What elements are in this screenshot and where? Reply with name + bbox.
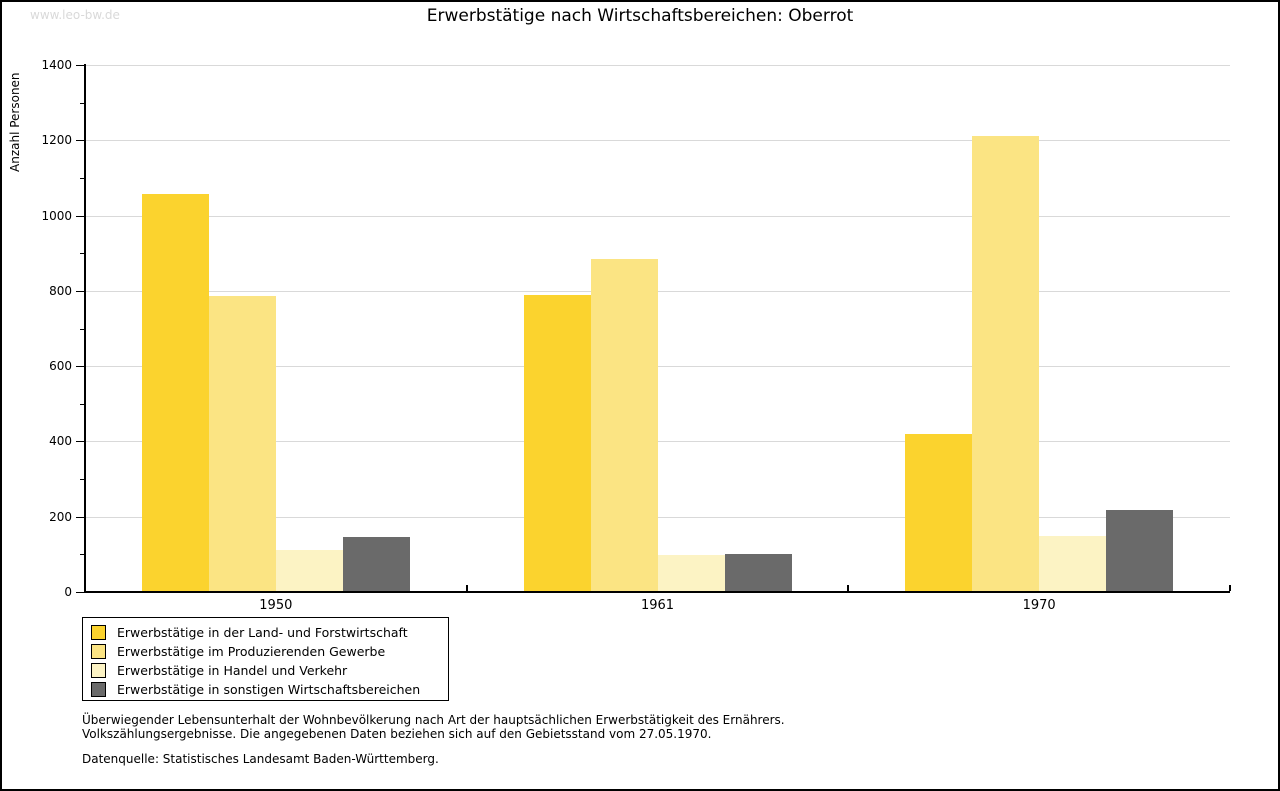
y-tick-label-0: 0: [64, 585, 72, 599]
y-tick-label-1200: 1200: [41, 133, 72, 148]
y-tick-800: [76, 290, 84, 292]
bar-1961-series2: [590, 258, 658, 592]
x-tick-label-1961: 1961: [640, 598, 675, 613]
y-tick-500: [80, 403, 84, 405]
bar-1970-series4: [1106, 510, 1174, 592]
y-tick-300: [80, 479, 84, 481]
y-tick-label-600: 600: [49, 359, 72, 374]
y-tick-200: [76, 516, 84, 518]
legend-row-2: Erwerbstätige im Produzierenden Gewerbe: [91, 642, 448, 661]
bar-1970-series3: [1039, 535, 1107, 592]
footnote-line-1: Überwiegender Lebensunterhalt der Wohnbe…: [82, 713, 785, 727]
gridline-800: [85, 290, 1230, 292]
gridline-1400: [85, 65, 1230, 66]
bar-1961-series4: [724, 553, 792, 592]
y-tick-1100: [80, 177, 84, 179]
y-tick-label-1400: 1400: [41, 58, 72, 72]
legend-label: Erwerbstätige in sonstigen Wirtschaftsbe…: [117, 682, 421, 697]
y-tick-label-400: 400: [49, 434, 72, 449]
legend-swatch-icon: [91, 644, 106, 659]
y-tick-1200: [76, 140, 84, 142]
y-axis: [84, 64, 86, 593]
y-tick-label-800: 800: [49, 283, 72, 298]
x-tick-label-1970: 1970: [1022, 598, 1056, 613]
gridline-1000: [85, 215, 1230, 217]
gridline-600: [85, 366, 1230, 368]
bar-1950-series1: [141, 193, 209, 592]
legend-row-1: Erwerbstätige in der Land- und Forstwirt…: [91, 623, 448, 642]
gridline-1200: [85, 140, 1230, 142]
y-tick-600: [76, 366, 84, 368]
x-tick-label-1950: 1950: [259, 598, 293, 613]
bar-1950-series4: [342, 537, 410, 592]
chart-title: Erwerbstätige nach Wirtschaftsbereichen:…: [426, 6, 854, 26]
leo-bw-watermark: www.leo-bw.de: [30, 8, 120, 22]
y-tick-label-1000: 1000: [41, 208, 72, 223]
legend-swatch-icon: [91, 663, 106, 678]
x-boundary-tick-2: [847, 585, 850, 591]
legend-box: Erwerbstätige in der Land- und Forstwirt…: [82, 617, 449, 701]
y-tick-100: [80, 554, 84, 556]
x-boundary-tick-3: [1229, 585, 1231, 591]
y-tick-label-200: 200: [49, 509, 72, 524]
y-tick-900: [80, 253, 84, 255]
x-axis: [84, 591, 1230, 593]
plot-area: 1950 1961 1970 0 200 400 600 800 1000 1200 1400: [41, 59, 1231, 613]
footnote-text: Überwiegender Lebensunterhalt der Wohnbe…: [82, 713, 785, 741]
bar-1961-series1: [523, 295, 591, 592]
y-tick-1300: [80, 102, 84, 104]
bar-1961-series3: [657, 555, 725, 592]
legend-swatch-icon: [91, 682, 106, 697]
x-boundary-tick-1: [465, 585, 468, 591]
y-tick-700: [80, 328, 84, 330]
bar-1950-series2: [208, 295, 276, 592]
bar-1970-series2: [972, 135, 1040, 592]
gridline-400: [85, 441, 1230, 443]
legend-swatch-icon: [91, 625, 106, 640]
y-tick-0: [76, 592, 84, 593]
y-tick-1400: [76, 65, 84, 66]
legend-label: Erwerbstätige in der Land- und Forstwirt…: [117, 625, 408, 640]
bar-1950-series3: [275, 549, 343, 592]
gridline-200: [85, 516, 1230, 518]
legend-row-4: Erwerbstätige in sonstigen Wirtschaftsbe…: [91, 680, 448, 699]
legend-label: Erwerbstätige in Handel und Verkehr: [117, 663, 348, 678]
bar-1970-series1: [905, 433, 973, 592]
y-tick-1000: [76, 215, 84, 217]
footnote-line-2: Volkszählungsergebnisse. Die angegebenen…: [82, 727, 712, 741]
legend-row-3: Erwerbstätige in Handel und Verkehr: [91, 661, 448, 680]
y-tick-400: [76, 441, 84, 443]
data-source-text: Datenquelle: Statistisches Landesamt Bad…: [82, 752, 439, 766]
legend-label: Erwerbstätige im Produzierenden Gewerbe: [117, 644, 386, 659]
y-axis-label: Anzahl Personen: [8, 72, 22, 172]
